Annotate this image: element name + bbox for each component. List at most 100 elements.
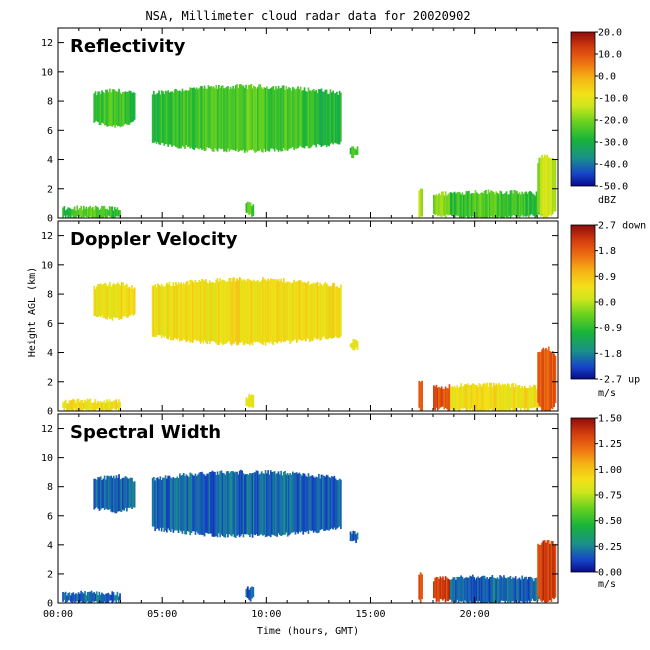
echo-cell: [307, 473, 310, 534]
echo-cell: [435, 576, 438, 602]
echo-cell: [319, 478, 321, 531]
echo-cell: [453, 191, 456, 218]
echo-cell: [328, 93, 330, 147]
echo-cell: [159, 94, 162, 145]
echo-cell: [243, 87, 246, 153]
echo-cell: [253, 472, 255, 535]
echo-cell: [264, 88, 267, 152]
echo-cell: [203, 280, 206, 341]
echo-cell: [464, 577, 466, 601]
echo-boundary-layer-early: [62, 398, 121, 411]
echo-cell: [293, 88, 295, 151]
echo-cell: [452, 386, 455, 411]
echo-cell: [176, 90, 179, 148]
echo-cell: [96, 286, 98, 317]
echo-cell: [444, 386, 447, 408]
echo-cell: [459, 577, 461, 602]
echo-cell: [240, 469, 242, 536]
echo-cell: [487, 579, 490, 602]
echo-cell: [154, 480, 156, 532]
echo-cell: [252, 587, 255, 598]
echo-cell: [318, 286, 320, 338]
echo-cell: [190, 279, 193, 342]
echo-cell: [97, 207, 99, 218]
echo-cell: [318, 473, 320, 533]
echo-cell: [159, 286, 162, 336]
echo-cell: [527, 191, 530, 218]
echo-cell: [481, 386, 483, 411]
echo-cell: [486, 382, 488, 410]
echo-cell: [225, 86, 228, 153]
echo-cell: [106, 593, 108, 603]
echo-cell: [237, 474, 240, 535]
echo-cell: [512, 382, 514, 411]
colorbar: [570, 417, 596, 573]
echo-cell: [525, 388, 527, 408]
echo-cell: [186, 475, 189, 531]
y-tick-label: 4: [47, 348, 53, 359]
echo-cell: [311, 90, 314, 146]
echo-cell: [184, 476, 186, 535]
echo-cell: [334, 93, 337, 144]
echo-cell: [114, 478, 116, 514]
echo-cell: [180, 91, 182, 149]
echo-cell: [516, 386, 518, 411]
echo-cell: [237, 280, 240, 345]
echo-cell: [542, 347, 545, 411]
echo-cell: [421, 188, 423, 217]
echo-cell: [292, 282, 294, 341]
echo-cell: [466, 191, 469, 218]
echo-cell: [107, 475, 110, 510]
echo-cell: [106, 286, 109, 320]
echo-cell: [281, 475, 284, 536]
colorbar-tick-label: 20.0: [598, 28, 622, 39]
echo-cell: [290, 474, 293, 533]
echo-cell: [104, 593, 107, 603]
echo-cell: [468, 190, 470, 218]
echo-cell: [438, 579, 440, 602]
echo-cell: [297, 280, 299, 341]
colorbar-tick-label: -20.0: [598, 116, 628, 127]
echo-cell: [175, 88, 177, 147]
echo-cell: [485, 578, 487, 603]
echo-cell: [102, 206, 105, 218]
colorbar-tick-label: -50.0: [598, 182, 628, 193]
echo-cell: [443, 388, 446, 410]
echo-cell: [240, 84, 242, 150]
echo-field: [62, 84, 557, 218]
echo-cell: [115, 91, 118, 125]
echo-cell: [104, 209, 107, 218]
echo-cell: [176, 284, 179, 340]
echo-cell: [238, 277, 241, 343]
echo-cell: [465, 191, 468, 216]
colorbar-tick-label: -0.9: [598, 323, 622, 334]
echo-cell: [462, 385, 465, 409]
echo-cell: [516, 191, 518, 218]
echo-cell: [105, 479, 107, 509]
echo-cell: [258, 474, 260, 536]
echo-spot-9h: [245, 201, 255, 217]
echo-cell: [75, 593, 77, 602]
echo-cell: [542, 157, 545, 218]
echo-cell: [107, 284, 110, 317]
echo-cell: [223, 88, 225, 152]
echo-cell: [80, 400, 82, 411]
echo-cell: [123, 285, 126, 317]
echo-cell: [173, 89, 176, 146]
echo-cell: [64, 210, 67, 218]
echo-cell: [124, 91, 127, 124]
colorbar-tick-label: 0.75: [598, 491, 622, 502]
echo-cell: [114, 207, 116, 218]
echo-cell: [491, 387, 494, 411]
x-tick-label: 00:00: [43, 609, 73, 620]
echo-cell: [533, 194, 535, 216]
echo-cell: [97, 477, 99, 509]
echo-cell: [299, 280, 302, 340]
echo-cell: [267, 278, 269, 343]
echo-cell: [330, 476, 333, 529]
echo-cell: [111, 89, 114, 127]
echo-cell: [284, 471, 286, 535]
echo-cell: [246, 89, 249, 153]
echo-cell: [94, 91, 97, 122]
echo-cell: [132, 92, 135, 122]
